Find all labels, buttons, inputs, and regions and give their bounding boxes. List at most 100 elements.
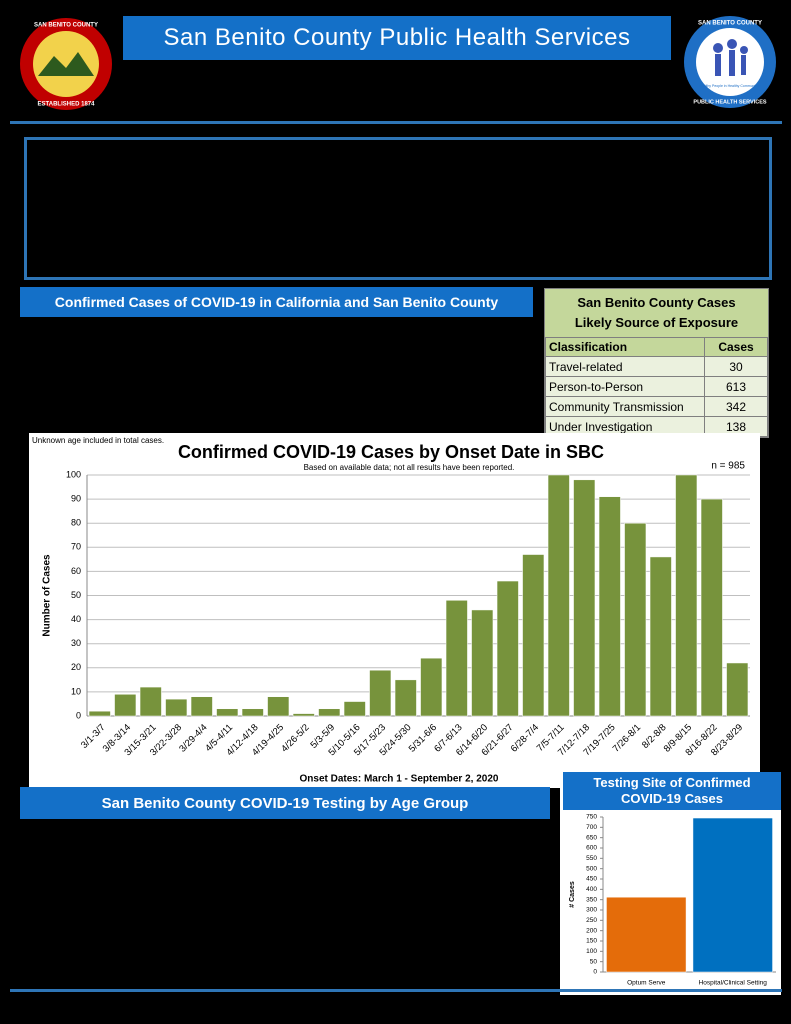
y-tick-label: 600 [586,845,597,852]
bar [649,556,672,717]
column-header: Classification [545,337,705,357]
bar [394,679,417,717]
table-row: Person-to-Person 613 [545,376,768,397]
right-logo: SAN BENITO COUNTY Healthy People in Heal… [684,16,776,108]
table-row: Under Investigation 138 [545,416,768,437]
bar [216,708,239,717]
chart-note: Unknown age included in total cases. [32,436,164,445]
content-box [24,137,772,280]
logo-text: ESTABLISHED 1874 [38,102,96,108]
bar [700,498,723,717]
section-header: San Benito County COVID-19 Testing by Ag… [20,787,550,819]
header-title: San Benito County Public Health Services [123,16,671,60]
bar [445,600,468,717]
table-cell: 342 [704,396,768,417]
y-tick-label: 450 [586,876,597,883]
y-tick-label: 100 [66,469,81,479]
y-tick-label: 650 [586,834,597,841]
table-row: Travel-related 30 [545,356,768,377]
y-tick-label: 90 [71,493,81,503]
y-tick-label: 700 [586,824,597,831]
y-tick-label: 20 [71,662,81,672]
bar [573,479,596,717]
y-tick-label: 40 [71,614,81,624]
chart-subtitle: Based on available data; not all results… [304,463,515,472]
y-tick-label: 150 [586,938,597,945]
y-tick-label: 550 [586,855,597,862]
chart-annotation: n = 985 [711,461,745,472]
bar [522,554,545,717]
y-tick-label: 30 [71,638,81,648]
y-tick-label: 0 [593,969,597,976]
section-header: Confirmed Cases of COVID-19 in Californi… [20,287,533,317]
table-title-line: San Benito County Cases [577,295,736,310]
x-tick-label: 6/28-7/4 [509,722,541,754]
logo-figures [713,39,748,76]
chart-title: Confirmed COVID-19 Cases by Onset Date i… [178,442,604,462]
table-title: San Benito County Cases Likely Source of… [545,289,768,337]
table-cell: Community Transmission [545,396,705,417]
logo-inner [33,31,99,97]
bar [369,669,392,717]
y-tick-label: 400 [586,886,597,893]
x-tick-label: 3/29-4/4 [177,722,209,754]
y-tick-label: 200 [586,927,597,934]
y-tick-label: 80 [71,518,81,528]
table-cell: 613 [704,376,768,397]
left-logo: SAN BENITO COUNTY ESTABLISHED 1874 [20,18,112,110]
x-tick-label: 4/26-5/2 [279,722,311,754]
bar [675,474,698,717]
exposure-table: San Benito County Cases Likely Source of… [544,288,769,438]
table-cell: 138 [704,416,768,437]
logo-text: Healthy People in Healthy Communities [699,84,761,88]
y-tick-label: 350 [586,896,597,903]
bar [471,609,494,717]
logo-text: PUBLIC HEALTH SERVICES [693,99,766,105]
y-axis-label: Number of Cases [42,554,53,637]
y-tick-label: 750 [586,814,597,821]
y-tick-label: 70 [71,542,81,552]
testing-site-chart: 0 50 100 150 200 250 300 350 400 450 500 550 600 650 7… [569,814,776,987]
bar [343,701,366,717]
bar [114,694,137,717]
chart-panel: 0 10 20 30 40 50 60 70 80 90 100 3/1-3/7 3/8-3/14 3/1… [29,433,760,788]
y-tick-label: 0 [76,710,81,720]
logo-mountains [38,52,94,76]
y-tick-label: 300 [586,907,597,914]
bar [547,474,570,717]
bar [318,708,341,717]
table-cell: Travel-related [545,356,705,377]
bar [726,662,749,717]
y-tick-label: 50 [71,590,81,600]
x-tick-label: 7/26-8/1 [611,722,643,754]
table-title-line: Likely Source of Exposure [574,315,739,330]
x-tick-label: Hospital/Clinical Setting [699,980,768,987]
logo-text: SAN BENITO COUNTY [698,21,762,27]
y-tick-label: 10 [71,686,81,696]
bar [598,496,621,717]
table-cell: Under Investigation [545,416,705,437]
y-axis-label: # Cases [569,881,576,908]
table-cell: Person-to-Person [545,376,705,397]
bar [267,696,290,717]
divider [10,989,782,992]
bar [190,696,213,717]
bar [496,580,519,717]
y-tick-label: 60 [71,566,81,576]
bar [624,522,647,717]
bar [88,710,111,717]
bar [692,817,773,973]
bar [241,708,264,717]
table: Classification Cases Travel-related 30 Per… [545,337,768,437]
y-tick-label: 500 [586,865,597,872]
x-axis-label: Onset Dates: March 1 - September 2, 2020 [300,774,499,785]
y-tick-label: 50 [590,958,598,965]
onset-chart: 01020304050607080901003/1-3/73/8-3/143/1… [32,436,750,785]
bar [165,698,188,717]
bar [292,713,315,717]
divider [10,121,782,124]
x-tick-label: Optum Serve [627,980,666,987]
logo-text: SAN BENITO COUNTY [34,23,98,29]
table-cell: 30 [704,356,768,377]
